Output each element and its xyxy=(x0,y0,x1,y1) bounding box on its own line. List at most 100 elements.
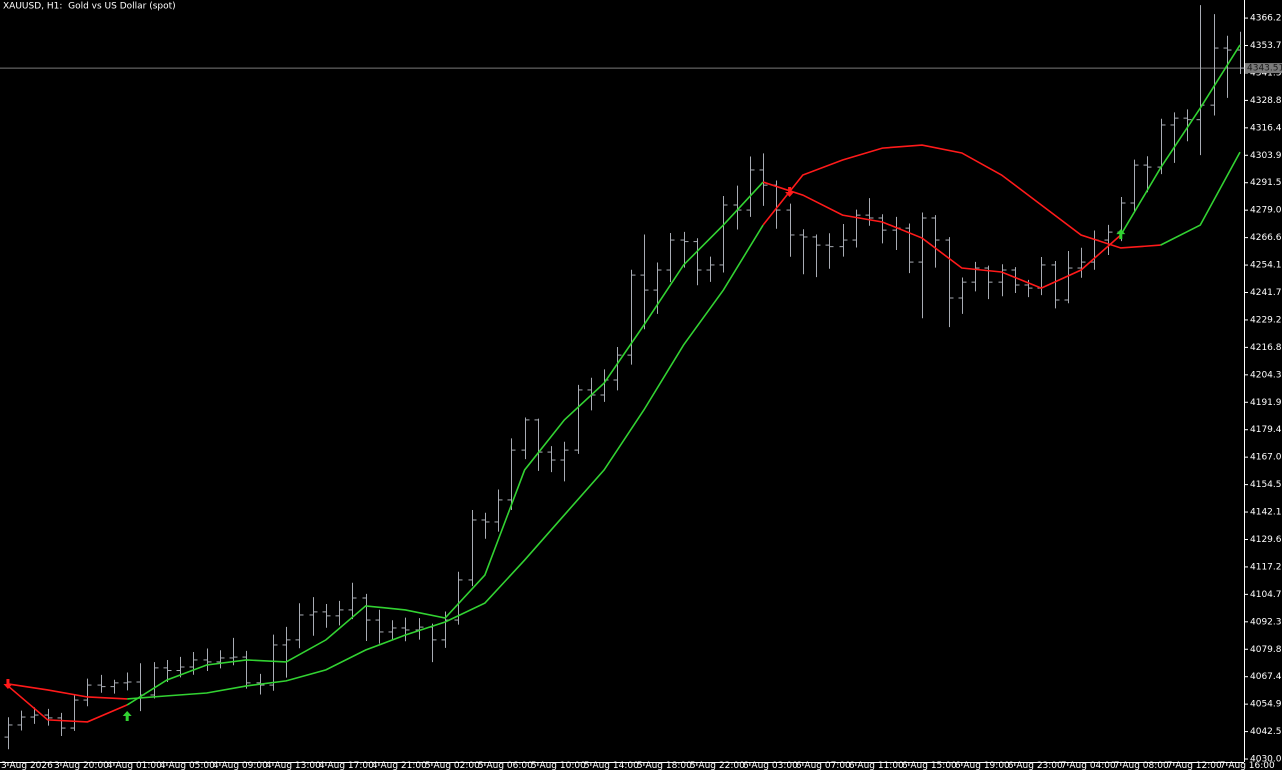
y-tick-label: 4179.45 xyxy=(1250,425,1282,435)
y-tick-label: 4154.55 xyxy=(1250,480,1282,490)
y-tick-label: 4067.40 xyxy=(1250,672,1282,682)
ohlc-bar xyxy=(335,600,344,626)
last-price-box xyxy=(1245,63,1282,74)
ohlc-bar xyxy=(242,650,251,689)
ohlc-bar xyxy=(322,603,331,628)
ohlc-bar xyxy=(362,593,371,641)
ohlc-bar xyxy=(481,512,490,539)
ohlc-bar xyxy=(97,674,106,693)
indicator-line xyxy=(126,181,764,706)
y-tick-label: 4316.40 xyxy=(1250,123,1282,133)
ohlc-bar xyxy=(44,708,53,726)
ohlc-bar xyxy=(375,609,384,644)
y-tick-label: 4167.00 xyxy=(1250,453,1282,463)
x-tick-label: 7 Aug 08:00 xyxy=(1114,761,1169,770)
ohlc-bar xyxy=(839,223,848,257)
y-tick-label: 4254.15 xyxy=(1250,261,1282,271)
ohlc-bar xyxy=(70,695,79,731)
y-tick-label: 4117.20 xyxy=(1250,562,1282,572)
signal-arrow xyxy=(1116,229,1126,240)
ohlc-bar xyxy=(958,277,967,314)
ohlc-bar xyxy=(309,597,318,636)
signal-arrow xyxy=(3,678,13,689)
ohlc-bar xyxy=(666,232,675,283)
x-tick-label: 6 Aug 03:00 xyxy=(743,761,798,770)
ohlc-bar xyxy=(574,384,583,454)
y-tick-label: 4241.70 xyxy=(1250,288,1282,298)
y-tick-label: 4341.30 xyxy=(1250,68,1282,78)
x-tick-label: 7 Aug 04:00 xyxy=(1061,761,1116,770)
y-tick-label: 4104.75 xyxy=(1250,590,1282,600)
ohlc-bar xyxy=(17,710,26,731)
ohlc-bar xyxy=(680,231,689,268)
y-tick-label: 4204.35 xyxy=(1250,370,1282,380)
ohlc-bar xyxy=(971,261,980,292)
ohlc-bar xyxy=(57,712,66,736)
x-tick-label: 7 Aug 12:00 xyxy=(1167,761,1222,770)
ohlc-bar xyxy=(640,234,649,330)
x-tick-label: 3 Aug 2026 xyxy=(1,761,53,770)
x-tick-label: 6 Aug 15:00 xyxy=(902,761,957,770)
x-tick-label: 6 Aug 23:00 xyxy=(1008,761,1063,770)
indicator-line xyxy=(762,181,1122,289)
y-tick-label: 4042.50 xyxy=(1250,727,1282,737)
ohlc-bar xyxy=(123,672,132,691)
ohlc-bar xyxy=(706,256,715,282)
x-tick-label: 4 Aug 05:00 xyxy=(160,761,215,770)
ohlc-bar xyxy=(83,678,92,707)
indicator-line xyxy=(1120,44,1241,236)
x-tick-label: 5 Aug 06:00 xyxy=(478,761,533,770)
ohlc-bar xyxy=(865,198,874,226)
y-tick-label: 4328.85 xyxy=(1250,96,1282,106)
x-tick-label: 5 Aug 02:00 xyxy=(425,761,480,770)
ohlc-bar xyxy=(507,438,516,511)
ohlc-bar xyxy=(521,417,530,460)
ohlc-bar xyxy=(189,652,198,675)
ohlc-bar xyxy=(905,223,914,274)
y-tick-label: 4303.95 xyxy=(1250,151,1282,161)
ohlc-bar xyxy=(1170,112,1179,163)
indicator-line xyxy=(7,683,128,700)
ohlc-bar xyxy=(759,153,768,206)
y-tick-label: 4216.80 xyxy=(1250,343,1282,353)
ohlc-bar xyxy=(1223,35,1232,98)
ohlc-bar xyxy=(746,156,755,217)
y-tick-label: 4142.10 xyxy=(1250,508,1282,518)
ohlc-bar xyxy=(931,215,940,268)
y-tick-label: 4030.05 xyxy=(1250,755,1282,765)
y-tick-label: 4054.95 xyxy=(1250,700,1282,710)
ohlc-bar xyxy=(878,214,887,244)
ohlc-bar xyxy=(786,203,795,257)
ohlc-bar xyxy=(348,582,357,620)
ohlc-bar xyxy=(799,229,808,275)
ohlc-bar xyxy=(176,656,185,678)
ohlc-bar xyxy=(388,620,397,641)
y-tick-label: 4266.60 xyxy=(1250,233,1282,243)
y-tick-label: 4191.90 xyxy=(1250,398,1282,408)
ohlc-bar xyxy=(560,441,569,482)
ohlc-bar xyxy=(653,262,662,314)
y-tick-label: 4366.20 xyxy=(1250,14,1282,24)
indicator-line xyxy=(1160,151,1241,246)
y-tick-label: 4291.50 xyxy=(1250,178,1282,188)
ohlc-bar xyxy=(203,648,212,671)
indicator-line xyxy=(762,144,1161,249)
indicator-line xyxy=(7,685,128,723)
ohlc-bar xyxy=(1090,230,1099,270)
x-tick-label: 5 Aug 18:00 xyxy=(637,761,692,770)
ohlc-bar xyxy=(136,663,145,712)
ohlc-bar xyxy=(998,264,1007,297)
x-tick-label: 7 Aug 16:00 xyxy=(1220,761,1275,770)
ohlc-bar xyxy=(229,637,238,666)
ohlc-bar xyxy=(892,216,901,250)
ohlc-bar xyxy=(216,650,225,669)
ohlc-bar xyxy=(945,237,954,328)
chart-title: XAUUSD, H1: Gold vs US Dollar (spot) xyxy=(3,2,176,12)
x-tick-label: 4 Aug 01:00 xyxy=(107,761,162,770)
ohlc-bar xyxy=(613,346,622,391)
x-tick-label: 6 Aug 07:00 xyxy=(796,761,851,770)
y-tick-label: 4129.65 xyxy=(1250,535,1282,545)
ohlc-bar xyxy=(1196,5,1205,156)
ohlc-bar xyxy=(494,489,503,532)
